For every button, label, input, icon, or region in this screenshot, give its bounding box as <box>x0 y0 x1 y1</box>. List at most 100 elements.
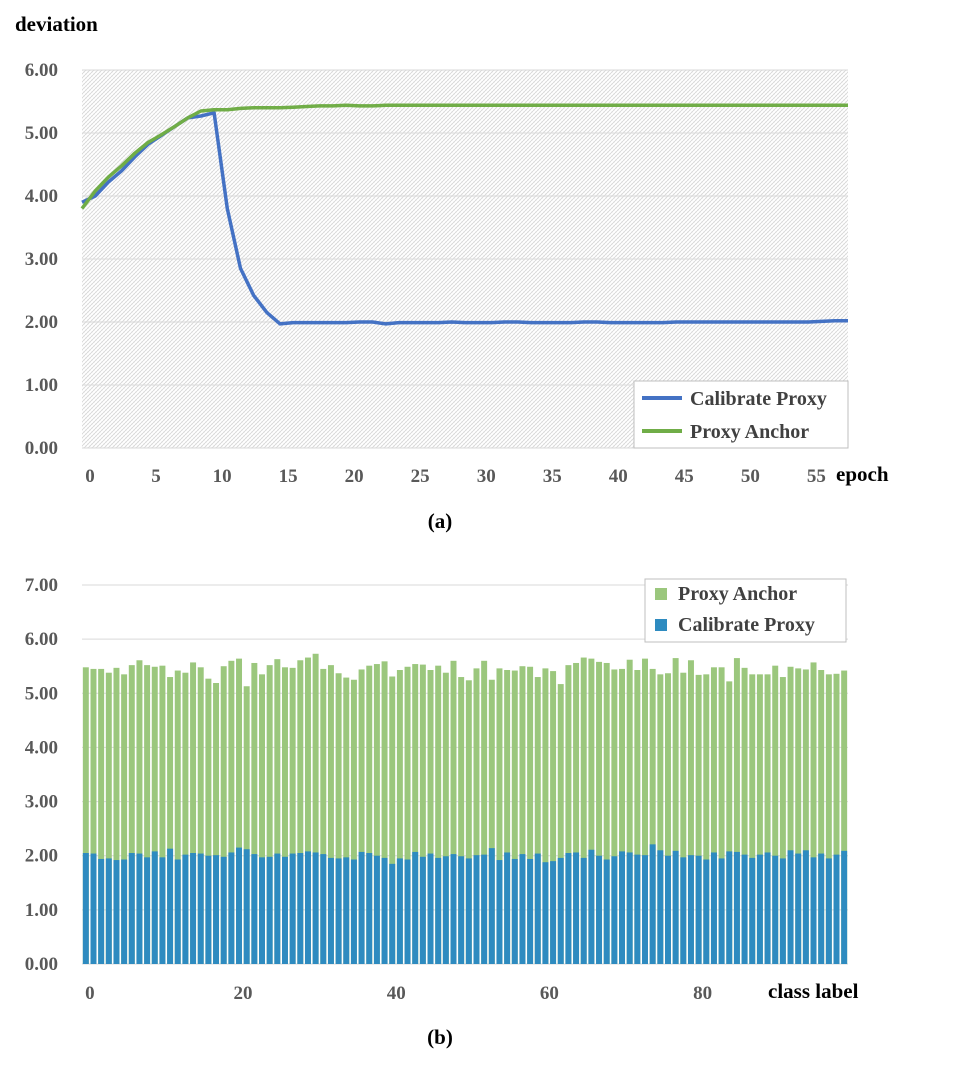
bar-calibrate-proxy <box>174 859 181 964</box>
bar-proxy-anchor <box>642 658 648 964</box>
bar-proxy-anchor <box>573 662 580 964</box>
bar-calibrate-proxy <box>236 847 243 964</box>
y-tick-label: 0.00 <box>25 954 58 975</box>
bar-calibrate-proxy <box>649 844 656 964</box>
y-tick-label: 4.00 <box>25 737 58 758</box>
bar-proxy-anchor <box>343 677 350 964</box>
bar-proxy-anchor <box>465 680 472 964</box>
bar-calibrate-proxy <box>105 858 112 964</box>
bar-proxy-anchor <box>98 668 105 964</box>
bar-proxy-anchor <box>366 665 373 964</box>
bar-calibrate-proxy <box>573 852 580 964</box>
bar-calibrate-proxy <box>389 863 396 964</box>
bar-proxy-anchor <box>113 667 120 964</box>
bar-calibrate-proxy <box>695 855 702 964</box>
bar-proxy-anchor <box>841 670 848 964</box>
bar-calibrate-proxy <box>266 856 273 964</box>
x-tick-labels-b: 0 20 40 60 80 <box>85 983 712 1004</box>
bar-calibrate-proxy <box>320 854 327 964</box>
bar-calibrate-proxy <box>473 855 480 964</box>
legend-a: Calibrate Proxy Proxy Anchor <box>633 380 849 449</box>
bar-calibrate-proxy <box>672 850 679 964</box>
bar-proxy-anchor <box>144 665 151 964</box>
bar-calibrate-proxy <box>779 858 786 964</box>
bar-proxy-anchor <box>603 662 610 964</box>
bar-calibrate-proxy <box>733 851 740 964</box>
bar-calibrate-proxy <box>435 857 442 964</box>
x-axis-label-b: class label <box>768 979 859 1003</box>
bar-proxy-anchor <box>297 660 304 964</box>
series-line-calibrate-proxy <box>81 111 848 326</box>
bar-calibrate-proxy <box>519 854 526 964</box>
bar-proxy-anchor <box>534 677 541 964</box>
x-tick-label: 20 <box>345 466 364 487</box>
bar-proxy-anchor <box>228 660 235 964</box>
y-tick-label: 1.00 <box>25 900 58 921</box>
bar-calibrate-proxy <box>251 854 258 964</box>
bar-proxy-anchor <box>213 683 220 964</box>
bar-proxy-anchor <box>381 661 388 964</box>
bar-proxy-anchor <box>251 662 258 964</box>
bar-proxy-anchor <box>435 665 442 964</box>
caption-a: (a) <box>428 509 453 533</box>
x-tick-label: 60 <box>540 983 559 1004</box>
bar-calibrate-proxy <box>634 854 641 964</box>
bar-proxy-anchor <box>680 672 687 964</box>
legend-label-proxy-anchor-b: Proxy Anchor <box>678 583 797 605</box>
y-tick-label: 7.00 <box>25 575 58 596</box>
bar-proxy-anchor <box>557 684 564 964</box>
bar-calibrate-proxy <box>442 856 449 964</box>
bar-calibrate-proxy <box>542 862 549 964</box>
y-tick-labels-a: 0.00 1.00 2.00 3.00 4.00 5.00 6.00 <box>25 60 58 459</box>
bar-proxy-anchor <box>634 670 641 964</box>
bar-proxy-anchor <box>542 668 549 964</box>
bar-calibrate-proxy <box>687 855 694 964</box>
bar-calibrate-proxy <box>404 859 411 964</box>
bar-calibrate-proxy <box>481 854 488 964</box>
legend-swatch-proxy-anchor-b <box>655 588 667 600</box>
bar-calibrate-proxy <box>373 855 380 964</box>
bar-proxy-anchor <box>136 660 143 964</box>
x-tick-label: 45 <box>675 466 694 487</box>
bar-calibrate-proxy <box>527 858 534 964</box>
bar-proxy-anchor <box>90 668 97 964</box>
y-tick-label: 0.00 <box>25 438 58 459</box>
series-line-proxy-anchor <box>80 103 848 210</box>
bar-calibrate-proxy <box>626 852 633 964</box>
bar-proxy-anchor <box>190 662 197 964</box>
bar-proxy-anchor <box>496 668 503 964</box>
x-tick-label: 5 <box>151 466 161 487</box>
bar-proxy-anchor <box>687 660 694 964</box>
bar-proxy-anchor <box>726 681 733 964</box>
bar-calibrate-proxy <box>741 854 748 964</box>
bar-calibrate-proxy <box>756 854 763 964</box>
bar-calibrate-proxy <box>220 856 227 964</box>
bar-calibrate-proxy <box>787 850 794 964</box>
bar-proxy-anchor <box>833 673 840 964</box>
bar-proxy-anchor <box>810 662 817 964</box>
bar-proxy-anchor <box>442 672 449 964</box>
bar-proxy-anchor <box>335 673 342 964</box>
bar-proxy-anchor <box>527 666 534 964</box>
caption-b: (b) <box>427 1025 453 1049</box>
bar-calibrate-proxy <box>619 851 626 964</box>
bar-calibrate-proxy <box>565 853 572 964</box>
x-tick-label: 25 <box>411 466 430 487</box>
bar-proxy-anchor <box>427 670 434 964</box>
bar-calibrate-proxy <box>833 854 840 964</box>
bar-calibrate-proxy <box>412 851 419 964</box>
bar-calibrate-proxy <box>810 857 817 964</box>
bar-proxy-anchor <box>220 666 227 964</box>
bar-calibrate-proxy <box>304 851 311 964</box>
bar-proxy-anchor <box>167 677 174 964</box>
y-tick-label: 2.00 <box>25 846 58 867</box>
bar-calibrate-proxy <box>749 857 756 964</box>
bar-calibrate-proxy <box>802 850 809 964</box>
bar-proxy-anchor <box>519 666 526 964</box>
bar-proxy-anchor <box>358 669 365 964</box>
bar-proxy-anchor <box>304 657 311 964</box>
bar-calibrate-proxy <box>113 860 120 964</box>
x-tick-label: 0 <box>85 983 95 1004</box>
y-tick-label: 5.00 <box>25 123 58 144</box>
bar-calibrate-proxy <box>274 853 281 964</box>
